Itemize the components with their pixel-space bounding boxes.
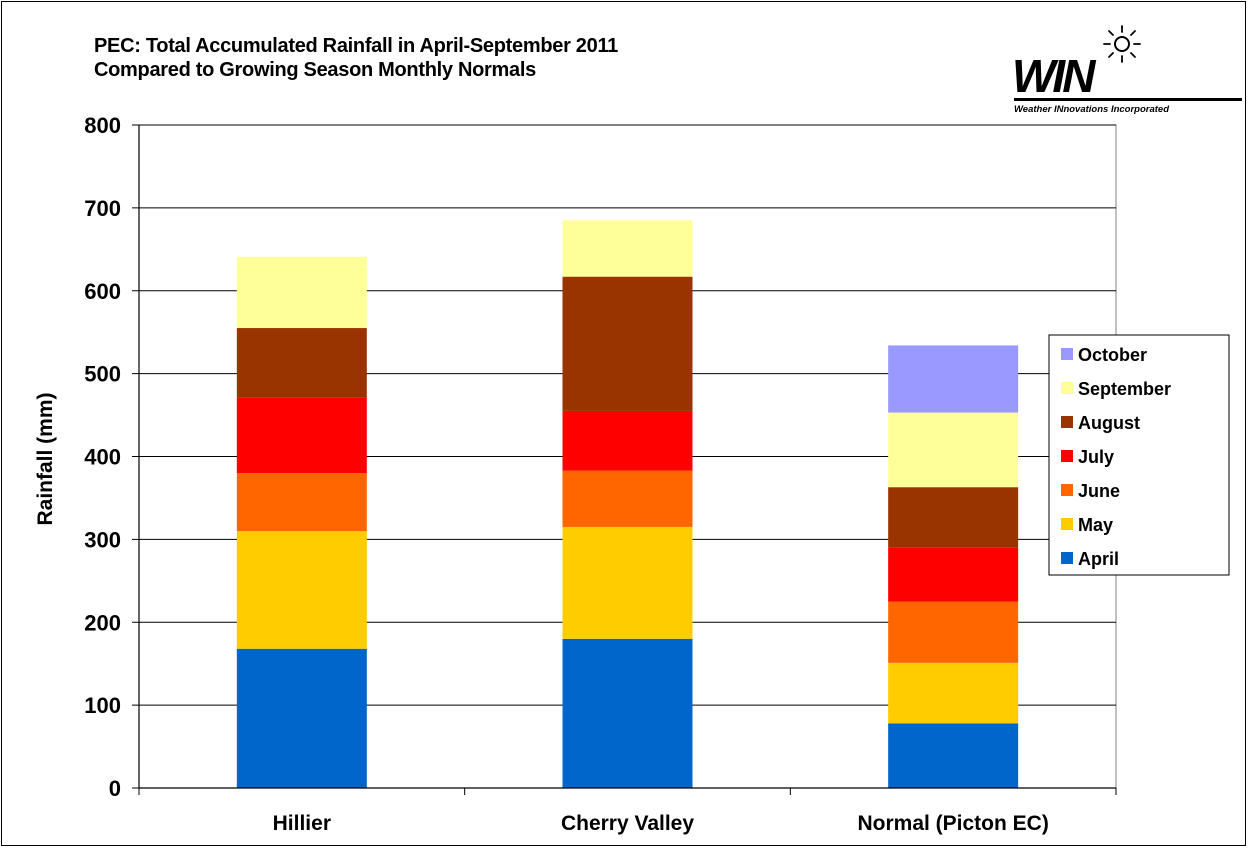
legend-label-october: October [1078, 345, 1147, 365]
legend-swatch-july [1061, 450, 1073, 462]
y-tick-label: 100 [84, 693, 121, 718]
y-tick-label: 700 [84, 196, 121, 221]
bar-segment-june [562, 470, 693, 527]
bar-segment-october [888, 345, 1019, 413]
win-logo: WIN Weather INnovations Incorporated [1012, 24, 1244, 136]
legend-swatch-may [1061, 518, 1073, 530]
legend-swatch-april [1061, 552, 1073, 564]
x-category-label: Cherry Valley [561, 812, 694, 835]
chart-title-line-2: Compared to Growing Season Monthly Norma… [94, 59, 536, 81]
bar-segment-june [236, 473, 367, 532]
y-tick-label: 600 [84, 279, 121, 304]
x-category-label: Normal (Picton EC) [857, 812, 1048, 835]
bar-segment-june [888, 601, 1019, 663]
bar-segment-september [236, 256, 367, 329]
bar-segment-july [562, 410, 693, 471]
y-tick-label: 0 [109, 776, 121, 801]
bar-segment-april [236, 648, 367, 788]
legend-label-august: August [1078, 413, 1140, 433]
legend-swatch-october [1061, 348, 1073, 360]
y-tick-label: 800 [84, 113, 121, 138]
y-tick-label: 500 [84, 362, 121, 387]
axis-labels: 0 100 200 300 400 500 600 700 800 Hillier Cherry V… [84, 113, 1049, 835]
bar-stacks [236, 220, 1019, 788]
legend-label-may: May [1078, 515, 1113, 535]
legend-label-april: April [1078, 549, 1119, 569]
legend-swatch-september [1061, 382, 1073, 394]
bar-segment-may [236, 531, 367, 649]
legend-box [1048, 334, 1230, 576]
sun-icon [1103, 25, 1141, 63]
logo-rule [1014, 98, 1242, 101]
bar-segment-april [888, 723, 1019, 788]
bar-segment-august [888, 487, 1019, 548]
bar-segment-july [888, 547, 1019, 602]
y-tick-label: 300 [84, 527, 121, 552]
bar-segment-september [888, 412, 1019, 488]
bar-segment-july [236, 397, 367, 474]
y-axis-title: Rainfall (mm) [34, 392, 57, 525]
bar-segment-september [562, 220, 693, 277]
bar-segment-august [236, 328, 367, 398]
axes [132, 124, 1117, 795]
bar-segment-may [562, 526, 693, 639]
legend-label-september: September [1078, 379, 1171, 399]
legend-label-july: July [1078, 447, 1114, 467]
logo-tagline: Weather INnovations Incorporated [1014, 104, 1170, 115]
logo-wordmark: WIN [1012, 50, 1095, 102]
y-tick-label: 400 [84, 445, 121, 470]
bar-segment-may [888, 662, 1019, 724]
legend-label-june: June [1078, 481, 1120, 501]
legend: October September August July June May April [1048, 334, 1230, 576]
legend-swatch-june [1061, 484, 1073, 496]
y-tick-label: 200 [84, 610, 121, 635]
x-category-label: Hillier [273, 812, 331, 835]
legend-swatch-august [1061, 416, 1073, 428]
bar-segment-august [562, 276, 693, 411]
bar-segment-april [562, 638, 693, 788]
chart-title-line-1: PEC: Total Accumulated Rainfall in April… [94, 35, 618, 57]
